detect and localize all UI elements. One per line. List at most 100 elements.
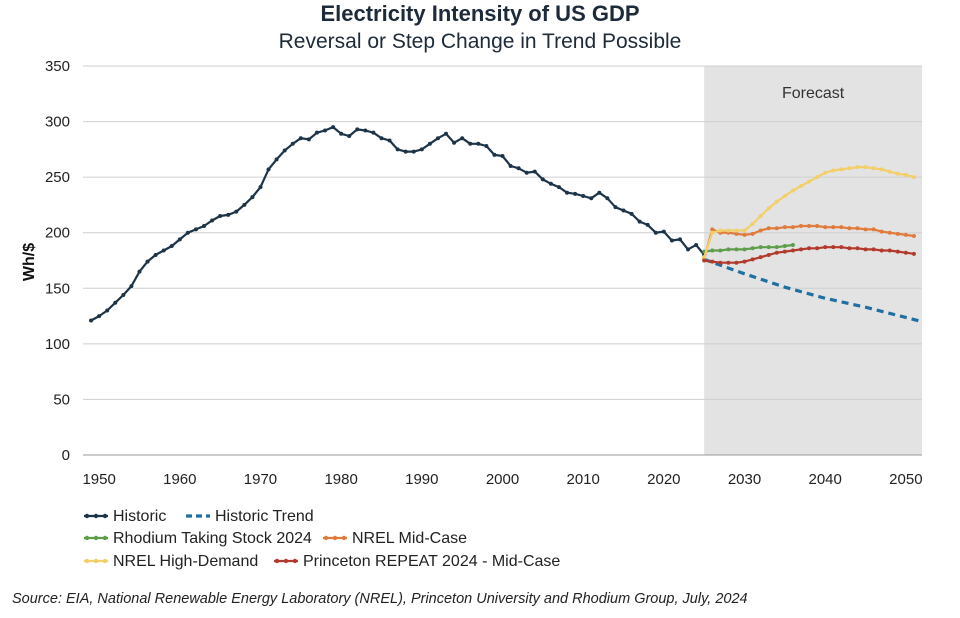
data-point (903, 250, 908, 255)
legend-marker (93, 535, 99, 541)
legend-marker (84, 558, 90, 564)
forecast-region (704, 66, 922, 455)
data-point (831, 168, 836, 173)
data-point (823, 170, 828, 175)
data-point (742, 228, 747, 233)
data-point (524, 170, 529, 175)
data-point (686, 247, 691, 252)
legend-label: NREL Mid-Case (352, 530, 467, 547)
data-point (476, 141, 481, 146)
data-point (839, 245, 844, 250)
legend: Historic Historic Trend Rhodium Taking Sto… (84, 508, 560, 570)
x-tick-label: 2050 (889, 471, 922, 488)
data-point (556, 185, 561, 190)
data-point (395, 147, 400, 152)
data-point (774, 250, 779, 255)
y-tick-label: 150 (45, 280, 70, 297)
data-point (266, 167, 271, 172)
data-point (758, 228, 763, 233)
data-point (863, 247, 868, 252)
data-point (726, 247, 731, 252)
data-point (871, 227, 876, 232)
data-point (653, 230, 658, 235)
data-point (782, 194, 787, 199)
data-point (718, 260, 723, 265)
data-point (355, 127, 360, 132)
legend-marker (84, 513, 90, 519)
data-point (734, 260, 739, 265)
data-point (790, 242, 795, 247)
x-tick-label: 2000 (486, 471, 519, 488)
data-point (766, 206, 771, 211)
data-point (444, 131, 449, 136)
y-tick-label: 100 (45, 336, 70, 353)
data-point (565, 190, 570, 195)
data-point (782, 225, 787, 230)
data-point (903, 232, 908, 237)
data-point (863, 165, 868, 170)
data-point (161, 248, 166, 253)
data-point (387, 138, 392, 143)
data-point (734, 231, 739, 236)
legend-label: NREL High-Demand (113, 553, 258, 570)
data-point (314, 130, 319, 135)
data-point (815, 224, 820, 229)
data-point (766, 226, 771, 231)
data-point (879, 167, 884, 172)
legend-marker (102, 558, 108, 564)
data-point (807, 224, 812, 229)
data-point (250, 195, 255, 200)
data-point (887, 230, 892, 235)
data-point (798, 224, 803, 229)
data-point (234, 209, 239, 214)
data-point (895, 171, 900, 176)
data-point (645, 222, 650, 227)
data-point (911, 251, 916, 256)
data-point (710, 230, 715, 235)
data-point (613, 205, 618, 210)
data-point (242, 202, 247, 207)
data-point (774, 199, 779, 204)
data-point (750, 246, 755, 251)
data-point (758, 245, 763, 250)
data-point (694, 242, 699, 247)
data-point (774, 226, 779, 231)
legend-marker (341, 535, 347, 541)
data-point (597, 190, 602, 195)
data-point (823, 245, 828, 250)
data-point (661, 229, 666, 234)
data-point (879, 248, 884, 253)
data-point (847, 246, 852, 251)
legend-label: Rhodium Taking Stock 2024 (113, 530, 312, 547)
x-tick-label: 1960 (163, 471, 196, 488)
y-tick-label: 350 (45, 58, 70, 75)
legend-item: Historic (84, 508, 166, 525)
data-point (306, 137, 311, 142)
data-point (734, 247, 739, 252)
y-tick-label: 200 (45, 225, 70, 242)
data-point (589, 196, 594, 201)
data-point (782, 249, 787, 254)
data-point (581, 194, 586, 199)
data-point (847, 226, 852, 231)
data-point (855, 246, 860, 251)
legend-item: NREL Mid-Case (323, 530, 467, 547)
legend-marker (84, 535, 90, 541)
data-point (815, 246, 820, 251)
data-point (734, 228, 739, 233)
data-point (798, 184, 803, 189)
data-point (758, 214, 763, 219)
data-point (823, 225, 828, 230)
data-point (911, 234, 916, 239)
data-point (863, 227, 868, 232)
data-point (177, 237, 182, 242)
data-point (710, 259, 715, 264)
data-point (282, 148, 287, 153)
data-point (508, 164, 513, 169)
data-point (798, 247, 803, 252)
data-point (855, 165, 860, 170)
data-point (419, 147, 424, 152)
data-point (887, 248, 892, 253)
data-point (750, 221, 755, 226)
data-point (758, 255, 763, 260)
